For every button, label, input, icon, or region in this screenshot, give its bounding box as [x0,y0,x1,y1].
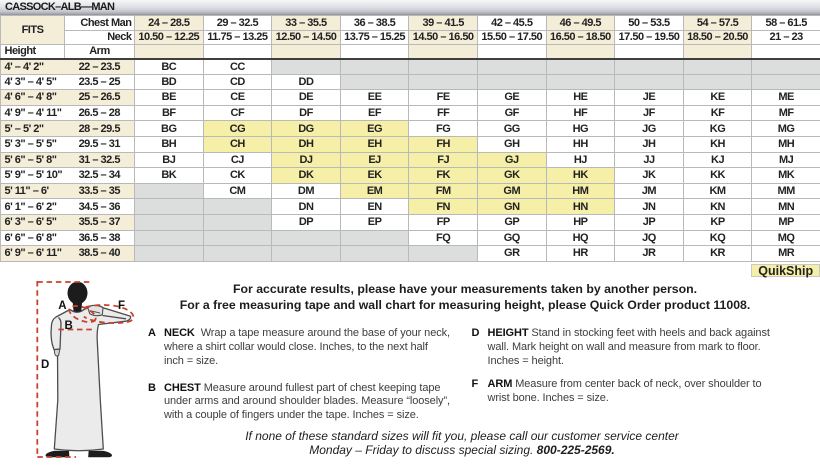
svg-text:B: B [65,320,73,332]
svg-text:D: D [41,359,49,371]
svg-text:F: F [118,300,125,312]
svg-text:A: A [58,300,66,312]
